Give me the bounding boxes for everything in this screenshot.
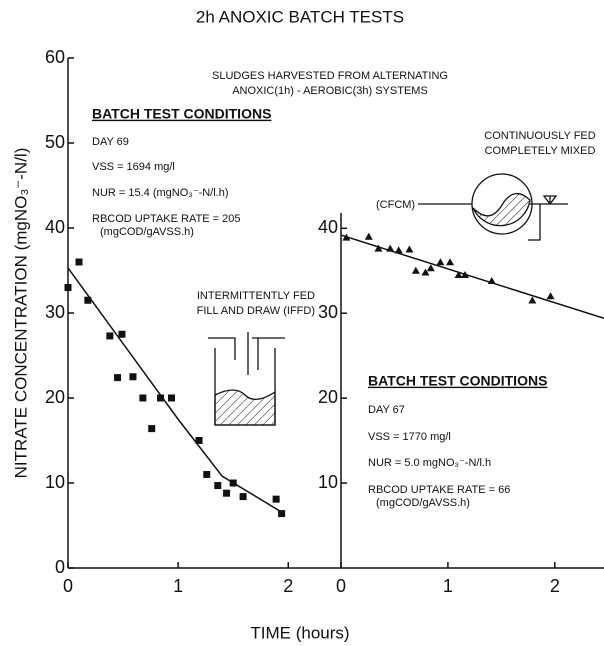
x-axis-label: TIME (hours) xyxy=(250,623,349,642)
condition: VSS = 1694 mg/l xyxy=(92,161,175,173)
point xyxy=(364,232,373,240)
x-tick-label: 2 xyxy=(550,576,560,596)
note: SLUDGES HARVESTED FROM ALTERNATING xyxy=(212,70,448,82)
condition: NUR = 5.0 mgNO₃⁻-N/l.h xyxy=(368,457,491,469)
fit-line xyxy=(67,267,284,514)
point xyxy=(446,258,455,266)
point xyxy=(168,394,176,402)
y-tick-label: 0 xyxy=(55,557,65,577)
point xyxy=(405,245,414,253)
point xyxy=(195,437,203,444)
cfcm-schematic xyxy=(418,173,568,241)
y-tick-label: 40 xyxy=(318,217,338,237)
x-tick-label: 0 xyxy=(63,576,73,596)
point xyxy=(157,394,165,402)
point xyxy=(546,292,555,300)
condition: RBCOD UPTAKE RATE = 205 xyxy=(92,213,240,225)
point xyxy=(528,296,537,304)
panel-label: COMPLETELY MIXED xyxy=(485,145,596,157)
y-tick-label: 10 xyxy=(318,472,338,492)
y-tick-label: 40 xyxy=(45,217,65,237)
point xyxy=(148,425,156,433)
condition: RBCOD UPTAKE RATE = 66 xyxy=(368,484,510,496)
y-tick-label: 30 xyxy=(318,302,338,322)
conditions-heading: BATCH TEST CONDITIONS xyxy=(92,106,271,122)
y-tick-label: 50 xyxy=(45,132,65,152)
y-tick-label: 20 xyxy=(318,387,338,407)
point xyxy=(229,479,237,487)
point xyxy=(114,374,122,382)
point xyxy=(64,284,72,291)
point xyxy=(223,489,231,497)
condition: DAY 69 xyxy=(92,136,129,148)
point xyxy=(278,510,286,518)
point xyxy=(454,270,463,278)
point xyxy=(129,373,137,381)
y-tick-label: 30 xyxy=(45,302,65,322)
panel-label: CONTINUOUSLY FED xyxy=(484,130,595,142)
panel-label: INTERMITTENTLY FED xyxy=(197,290,315,302)
x-tick-label: 1 xyxy=(443,576,453,596)
condition: (mgCOD/gAVSS.h) xyxy=(100,226,194,238)
point xyxy=(75,258,83,266)
panel-label: (CFCM) xyxy=(376,199,415,211)
point xyxy=(386,244,395,252)
point xyxy=(106,332,114,340)
point xyxy=(394,246,403,254)
point xyxy=(84,296,92,304)
point xyxy=(203,471,211,478)
point xyxy=(214,482,222,490)
y-axis-label: NITRATE CONCENTRATION (mgNO₃⁻-N/l) xyxy=(11,148,30,479)
panel-label: FILL AND DRAW (IFFD) xyxy=(197,305,315,317)
iffd-schematic xyxy=(208,332,285,426)
conditions-heading: BATCH TEST CONDITIONS xyxy=(368,373,547,389)
point xyxy=(461,270,470,278)
point xyxy=(139,394,147,402)
point xyxy=(342,233,351,241)
point xyxy=(118,330,126,338)
x-tick-label: 0 xyxy=(336,576,346,596)
point xyxy=(421,268,430,276)
point xyxy=(426,264,435,272)
point xyxy=(411,266,420,274)
x-tick-label: 2 xyxy=(283,576,293,596)
point xyxy=(374,244,383,252)
y-tick-label: 20 xyxy=(45,387,65,407)
condition: DAY 67 xyxy=(368,404,405,416)
note: ANOXIC(1h) - AEROBIC(3h) SYSTEMS xyxy=(232,85,428,97)
x-tick-label: 1 xyxy=(173,576,183,596)
point xyxy=(436,258,445,266)
condition: NUR = 15.4 (mgNO₃⁻-N/l.h) xyxy=(92,187,229,199)
point xyxy=(272,495,280,503)
condition: VSS = 1770 mg/l xyxy=(368,431,451,443)
y-tick-label: 60 xyxy=(45,47,65,67)
point xyxy=(487,276,496,284)
y-tick-label: 10 xyxy=(45,472,65,492)
fit-line xyxy=(340,234,604,320)
chart-title: 2h ANOXIC BATCH TESTS xyxy=(196,7,404,26)
point xyxy=(239,493,247,501)
condition: (mgCOD/gAVSS.h) xyxy=(376,497,470,509)
